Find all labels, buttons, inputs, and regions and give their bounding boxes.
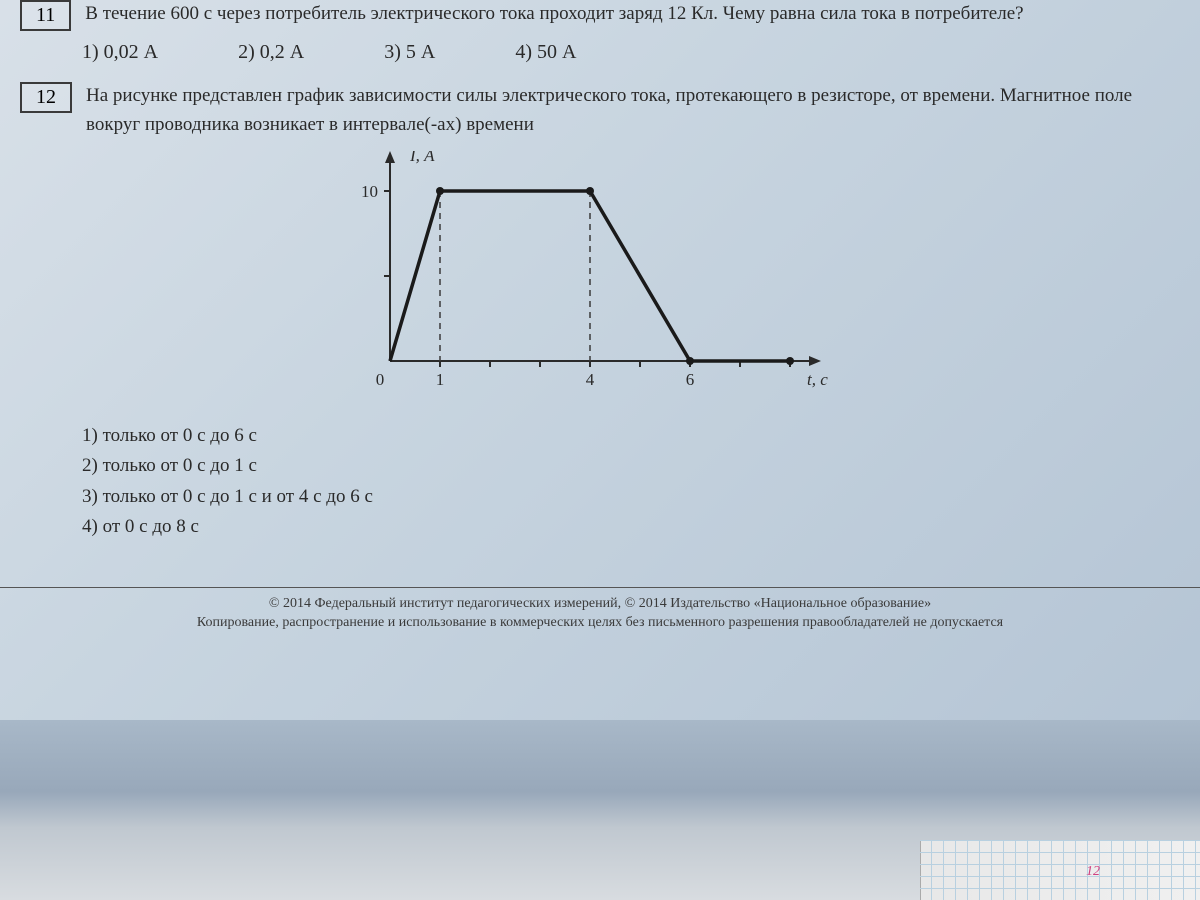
svg-text:0: 0 <box>376 370 385 389</box>
notebook-grid <box>920 840 1200 900</box>
handwriting: 12 <box>1086 864 1100 880</box>
question-12: 12 На рисунке представлен график зависим… <box>20 82 1180 543</box>
svg-text:t, с: t, с <box>807 370 828 389</box>
svg-text:6: 6 <box>686 370 695 389</box>
option-11-3: 3) 5 А <box>384 41 435 64</box>
question-number-11: 11 <box>20 0 71 31</box>
divider <box>0 587 1200 594</box>
copyright-line-2: Копирование, распространение и использов… <box>20 613 1180 633</box>
option-11-2: 2) 0,2 А <box>238 41 304 64</box>
desk-area: 12 <box>0 720 1200 900</box>
svg-text:4: 4 <box>586 370 595 389</box>
question-text-12: На рисунке представлен график зависимост… <box>86 82 1180 139</box>
question-number-12: 12 <box>20 82 72 113</box>
chart-svg: 10 1 4 6 0 I, А t, с <box>340 151 860 411</box>
option-11-4: 4) 50 А <box>515 41 576 64</box>
option-11-1: 1) 0,02 А <box>82 41 158 64</box>
current-time-chart: 10 1 4 6 0 I, А t, с <box>20 151 1180 411</box>
option-12-4: 4) от 0 с до 8 с <box>82 512 1180 542</box>
option-12-2: 2) только от 0 с до 1 с <box>82 451 1180 481</box>
answer-options-12: 1) только от 0 с до 6 с 2) только от 0 с… <box>82 421 1180 543</box>
question-11: 11 В течение 600 с через потребитель эле… <box>20 0 1180 64</box>
svg-text:10: 10 <box>361 182 378 201</box>
svg-text:I, А: I, А <box>409 151 435 165</box>
svg-text:1: 1 <box>436 370 445 389</box>
option-12-3: 3) только от 0 с до 1 с и от 4 с до 6 с <box>82 482 1180 512</box>
copyright: © 2014 Федеральный институт педагогическ… <box>0 594 1200 633</box>
option-12-1: 1) только от 0 с до 6 с <box>82 421 1180 451</box>
question-text-11: В течение 600 с через потребитель электр… <box>85 0 1180 29</box>
answer-options-11: 1) 0,02 А 2) 0,2 А 3) 5 А 4) 50 А <box>82 41 1180 64</box>
copyright-line-1: © 2014 Федеральный институт педагогическ… <box>20 594 1180 614</box>
